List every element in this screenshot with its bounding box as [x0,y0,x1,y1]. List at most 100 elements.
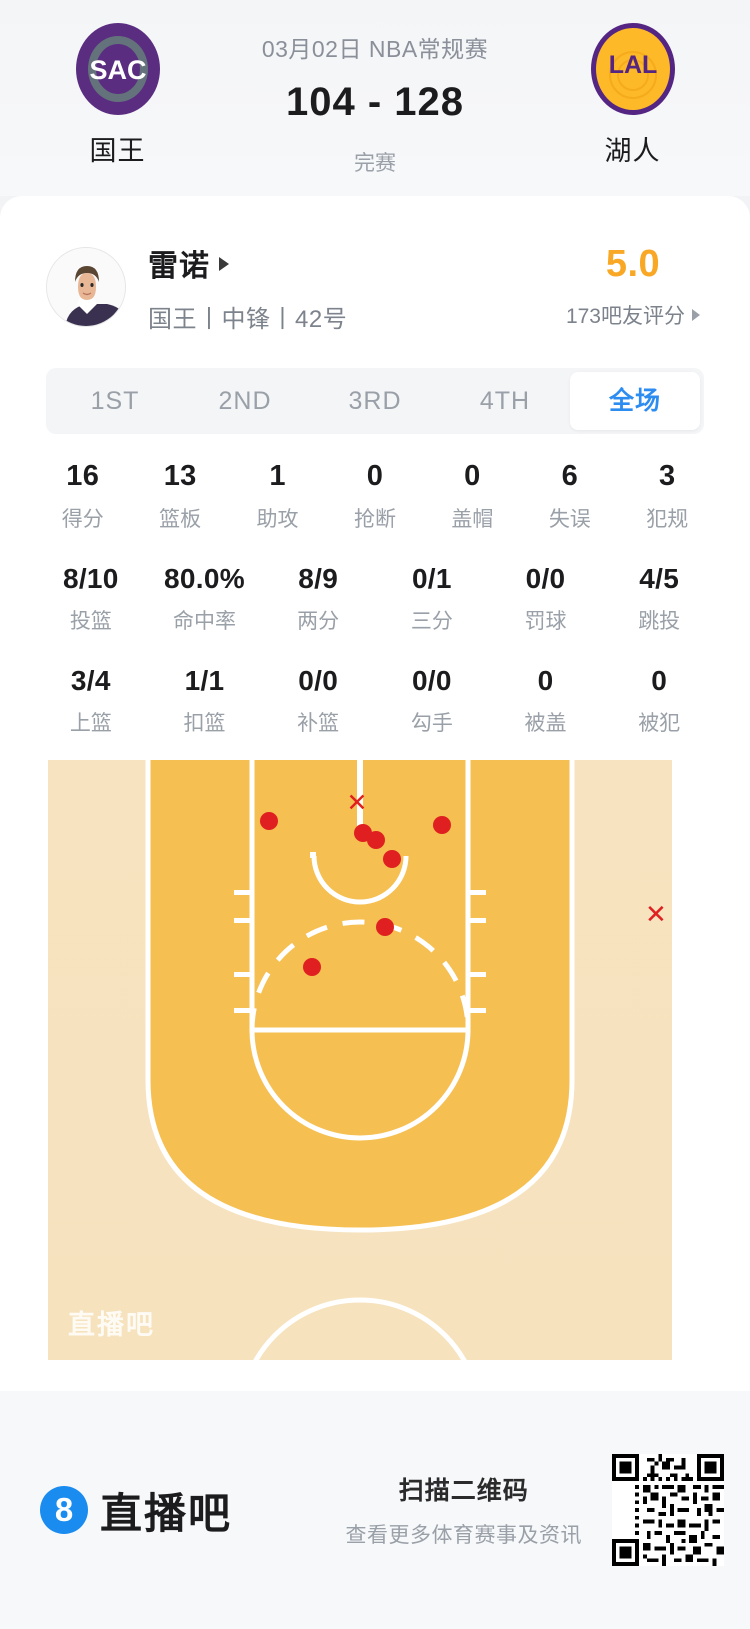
stat-label: 跳投 [638,610,681,633]
sac-logo-icon: SAC [75,23,160,115]
shot-marker-missed[interactable]: ✕ [346,789,368,817]
player-rating-sub-label: 173吧友评分 [565,304,685,328]
stat-points: 16 得分 [34,460,131,533]
player-portrait-icon [47,248,125,326]
player-rating-block[interactable]: 5.0 173吧友评分 [566,245,704,330]
shot-marker-made[interactable] [383,850,401,868]
player-name-line[interactable]: 雷诺 [148,241,566,285]
shot-marker-missed-outside[interactable]: ✕ [645,899,667,929]
stat-hook-shots: 0/0 勾手 [375,665,489,737]
stat-jump-shots: 4/5 跳投 [602,563,716,635]
player-rating-sub-line[interactable]: 173吧友评分 [566,300,700,330]
stat-label: 扣篮 [183,712,226,735]
brand-name: 直播吧 [100,1489,233,1537]
stat-fouls-drawn: 0 被犯 [602,665,716,737]
qr-subtitle: 查看更多体育赛事及资讯 [345,1524,582,1547]
footer-bar: 8 直播吧 扫描二维码 查看更多体育赛事及资讯 [0,1391,750,1629]
stat-value: 3/4 [70,665,111,696]
player-header-row[interactable]: 雷诺 国王丨中锋丨42号 5.0 173吧友评分 [0,196,750,336]
stat-value: 1 [269,460,286,492]
home-team-logo: SAC [72,23,164,115]
stat-value: 0/0 [411,665,452,696]
stat-label: 命中率 [173,610,236,633]
shot-marker-made[interactable] [376,918,394,936]
stat-value: 0 [537,665,554,696]
stat-value: 0 [464,460,481,492]
qr-title: 扫描二维码 [398,1477,529,1505]
tab-3rd[interactable]: 3RD [348,387,402,415]
qr-text-block: 扫描二维码 查看更多体育赛事及资讯 [346,1471,583,1549]
lal-logo-icon: LAL [590,23,675,115]
stat-value: 16 [66,460,100,492]
home-team-block: SAC 国王 [0,0,235,168]
shot-marker-made[interactable] [260,812,278,830]
stat-label: 罚球 [524,610,567,633]
shot-marker-made[interactable] [433,816,451,834]
stat-turnovers: 6 失误 [521,460,618,533]
stat-label: 失误 [548,508,591,531]
stat-label: 得分 [61,508,104,531]
court-diagram [145,760,575,1360]
match-status: 完赛 [354,152,396,175]
shot-marker-made[interactable] [367,831,385,849]
stat-value: 0 [651,665,668,696]
tab-2nd[interactable]: 2ND [218,387,272,415]
match-info-block: 03月02日 NBA常规赛 104 - 128 完赛 [235,0,515,177]
tab-4th[interactable]: 4TH [479,387,531,415]
scoreboard-header: SAC 国王 03月02日 NBA常规赛 104 - 128 完赛 LAL 湖人 [0,0,750,196]
stat-fg-percent: 80.0% 命中率 [148,563,262,635]
stats-row-shooting: 8/10 投篮 80.0% 命中率 8/9 两分 0/1 三分 0/0 罚球 4… [0,563,750,635]
stat-label: 抢断 [353,508,396,531]
stat-shots-blocked: 0 被盖 [489,665,603,737]
qr-block[interactable]: 扫描二维码 查看更多体育赛事及资讯 [346,1454,750,1566]
stat-two-pointers: 8/9 两分 [261,563,375,635]
chevron-right-small-icon [692,309,700,321]
stat-label: 助攻 [256,508,299,531]
qr-code-icon[interactable] [612,1454,724,1566]
court-watermark: 直播吧 [68,1310,155,1340]
stat-value: 6 [561,460,579,492]
stat-value: 8/9 [298,563,339,594]
stat-three-pointers: 0/1 三分 [375,563,489,635]
svg-text:LAL: LAL [608,51,657,79]
stat-assists: 1 助攻 [229,460,326,533]
period-tabs[interactable]: 1ST 2ND 3RD 4TH 全场 [46,368,704,434]
player-name: 雷诺 [148,249,210,283]
stat-label: 被盖 [524,712,567,735]
stat-tip-ins: 0/0 补篮 [261,665,375,737]
stat-label: 上篮 [69,712,112,735]
stat-value: 3 [659,460,676,492]
stat-label: 篮板 [159,508,202,531]
stat-value: 8/10 [62,563,119,594]
match-league-line: 03月02日 NBA常规赛 [261,36,489,62]
shot-marker-made[interactable] [303,958,321,976]
home-team-name: 国王 [89,136,146,166]
away-team-logo: LAL [587,23,679,115]
stat-label: 勾手 [410,712,453,735]
player-info: 雷诺 国王丨中锋丨42号 [148,241,566,334]
stat-label: 犯规 [646,508,689,531]
stat-value: 0 [366,460,384,492]
stat-free-throws: 0/0 罚球 [489,563,603,635]
stat-blocks: 0 盖帽 [424,460,521,533]
away-team-block: LAL 湖人 [515,0,750,168]
stat-label: 两分 [297,610,340,633]
stat-value: 0/1 [411,563,452,594]
stat-label: 三分 [410,610,453,633]
svg-text:SAC: SAC [89,55,146,85]
stat-label: 被犯 [638,712,681,735]
stat-layups: 3/4 上篮 [34,665,148,737]
away-team-name: 湖人 [604,136,661,166]
shot-chart-court[interactable]: 直播吧 ✕ [48,760,672,1360]
stat-value: 1/1 [184,665,225,696]
brand-badge-icon: 8 [40,1486,88,1534]
stat-value: 4/5 [639,563,680,594]
tab-full-game[interactable]: 全场 [570,372,700,430]
player-rating-value: 5.0 [605,242,661,285]
tab-1st[interactable]: 1ST [90,387,140,415]
stat-field-goals: 8/10 投篮 [34,563,148,635]
match-score: 104 - 128 [285,80,465,124]
stat-rebounds: 13 篮板 [131,460,228,533]
brand-block: 8 直播吧 [40,1480,232,1541]
player-meta: 国王丨中锋丨42号 [148,305,348,333]
